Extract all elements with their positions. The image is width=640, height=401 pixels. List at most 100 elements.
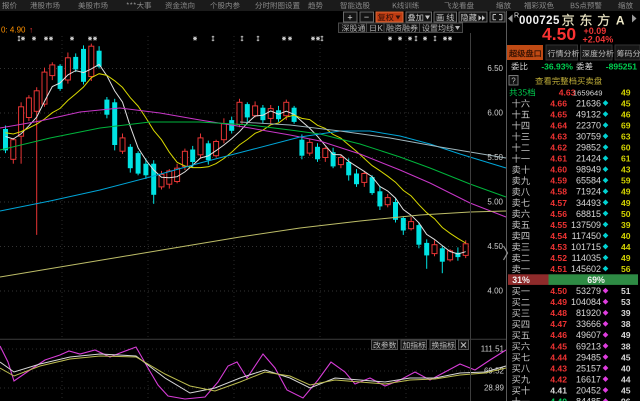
svg-text:40: 40 [621, 231, 631, 241]
svg-text:4.62: 4.62 [550, 143, 567, 153]
svg-text:A: A [616, 14, 625, 28]
svg-text:34493: 34493 [576, 198, 601, 208]
svg-text:49607: 49607 [576, 330, 601, 340]
svg-text:↑: ↑ [29, 26, 33, 35]
svg-text:33666: 33666 [576, 319, 601, 329]
svg-text:49: 49 [621, 187, 631, 197]
svg-text:R: R [514, 13, 519, 20]
svg-text:53: 53 [621, 297, 631, 307]
svg-text:4.64: 4.64 [550, 121, 567, 131]
svg-text:4.50: 4.50 [542, 24, 576, 44]
svg-text:4.60: 4.60 [550, 165, 567, 175]
svg-text:4.53: 4.53 [550, 242, 567, 252]
svg-text:-36.93%: -36.93% [541, 62, 573, 72]
svg-text:4.49: 4.49 [550, 297, 567, 307]
svg-text:4.47: 4.47 [550, 319, 567, 329]
svg-text:30759: 30759 [576, 132, 601, 142]
svg-text:4.48: 4.48 [550, 308, 567, 318]
svg-text:69: 69 [621, 121, 631, 131]
svg-text:49: 49 [621, 330, 631, 340]
svg-text:25157: 25157 [576, 363, 601, 373]
svg-text:4.63: 4.63 [559, 88, 576, 98]
svg-text:4.58: 4.58 [550, 187, 567, 197]
svg-text:40: 40 [621, 363, 631, 373]
svg-text:29852: 29852 [576, 143, 601, 153]
svg-text:+2.04%: +2.04% [583, 35, 614, 45]
svg-text:69213: 69213 [576, 341, 601, 351]
svg-text:45: 45 [621, 352, 631, 362]
svg-text:4.40: 4.40 [550, 397, 567, 401]
svg-text:56: 56 [621, 264, 631, 274]
svg-text:29485: 29485 [576, 352, 601, 362]
svg-text:49132: 49132 [576, 109, 601, 119]
svg-text:114035: 114035 [572, 253, 601, 263]
svg-text:104084: 104084 [571, 297, 601, 307]
svg-text:5.50: 5.50 [487, 153, 503, 162]
svg-text:4.54: 4.54 [550, 231, 567, 241]
svg-text:6.00: 6.00 [487, 109, 503, 118]
svg-text:28.89: 28.89 [484, 384, 505, 393]
svg-text:+: + [347, 13, 352, 23]
svg-text:4.41: 4.41 [550, 385, 567, 395]
svg-text:4.42: 4.42 [550, 374, 567, 384]
svg-text:43: 43 [621, 165, 631, 175]
svg-text:000725: 000725 [519, 15, 560, 27]
svg-text:21424: 21424 [576, 154, 601, 164]
svg-text:60: 60 [621, 143, 631, 153]
svg-text:4.56: 4.56 [550, 209, 567, 219]
svg-text:38: 38 [621, 341, 631, 351]
svg-text:4.63: 4.63 [550, 132, 567, 142]
svg-text:53279: 53279 [576, 286, 601, 296]
svg-text:6.50: 6.50 [487, 64, 503, 73]
svg-text:39: 39 [621, 220, 631, 230]
svg-text:51: 51 [621, 286, 631, 296]
svg-text:137509: 137509 [571, 220, 601, 230]
svg-text:63: 63 [621, 132, 631, 142]
svg-text:101715: 101715 [571, 242, 601, 252]
svg-text:22370: 22370 [576, 121, 601, 131]
svg-text:68815: 68815 [576, 209, 601, 219]
svg-text:65584: 65584 [576, 176, 601, 186]
svg-text:16617: 16617 [576, 374, 601, 384]
svg-text:4.61: 4.61 [550, 154, 567, 164]
svg-text:1659649: 1659649 [573, 89, 603, 98]
svg-text:K: K [378, 24, 384, 33]
svg-text:31%: 31% [512, 275, 530, 285]
svg-text:49: 49 [621, 253, 631, 263]
svg-text:98949: 98949 [576, 165, 601, 175]
svg-text:61: 61 [621, 154, 631, 164]
svg-text:44: 44 [621, 374, 631, 384]
svg-text:49: 49 [621, 198, 631, 208]
svg-text:4.65: 4.65 [550, 109, 567, 119]
svg-text:46: 46 [621, 109, 631, 119]
svg-text:5.00: 5.00 [487, 198, 503, 207]
svg-text:4.43: 4.43 [550, 363, 567, 373]
svg-text:44: 44 [621, 242, 631, 252]
svg-text:4.57: 4.57 [550, 198, 567, 208]
svg-text:84485: 84485 [576, 397, 601, 401]
svg-text:20452: 20452 [576, 385, 601, 395]
svg-text:38: 38 [621, 319, 631, 329]
svg-text:39: 39 [621, 308, 631, 318]
svg-text:111.51: 111.51 [481, 345, 505, 354]
svg-text:96: 96 [621, 397, 631, 401]
svg-text:117450: 117450 [572, 231, 601, 241]
svg-text:-895251: -895251 [606, 62, 637, 72]
svg-text:69%: 69% [587, 275, 605, 285]
svg-text:4.44: 4.44 [550, 352, 567, 362]
svg-text:50: 50 [621, 209, 631, 219]
svg-text:21636: 21636 [576, 98, 601, 108]
svg-text:+0.09: +0.09 [584, 26, 607, 36]
svg-text:−: − [364, 12, 369, 22]
svg-text:45: 45 [621, 98, 631, 108]
svg-text:4.00: 4.00 [487, 287, 503, 296]
svg-text:4.66: 4.66 [550, 98, 567, 108]
svg-text:4.51: 4.51 [550, 264, 567, 274]
svg-text:81920: 81920 [576, 308, 601, 318]
svg-text:4.52: 4.52 [550, 253, 567, 263]
svg-text:4.59: 4.59 [550, 176, 567, 186]
svg-text:145602: 145602 [571, 264, 601, 274]
svg-text:71924: 71924 [576, 187, 601, 197]
svg-text:4.50: 4.50 [487, 242, 503, 251]
svg-text:4.46: 4.46 [550, 330, 567, 340]
